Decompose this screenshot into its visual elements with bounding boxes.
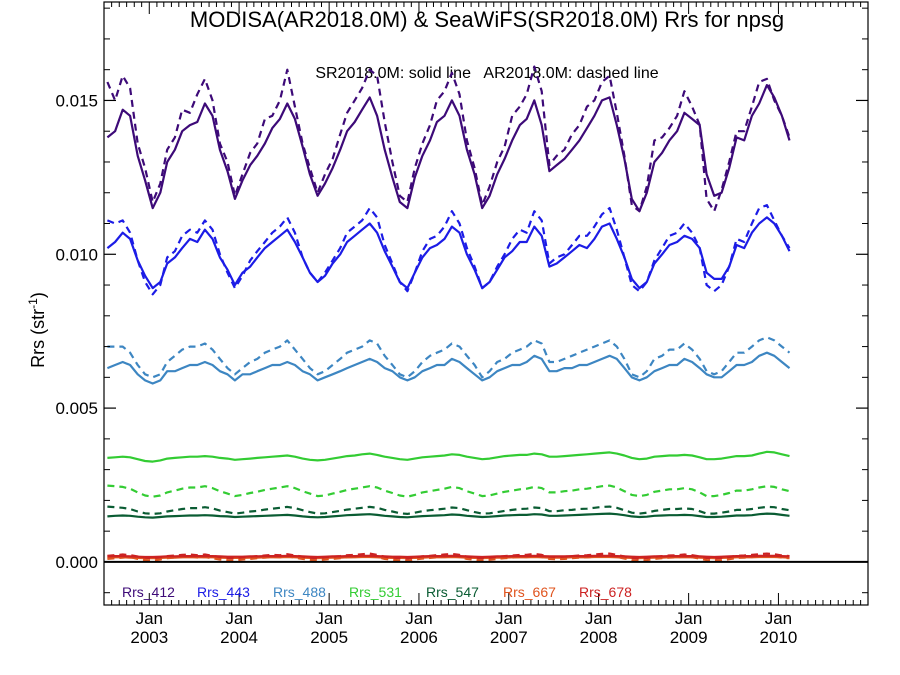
y-axis-label-superscript: -1 (26, 298, 40, 309)
rrs-531-dashed-line (107, 484, 790, 498)
rrs-667-dashed-line (107, 554, 790, 562)
x-tick-year-label: 2008 (580, 628, 618, 647)
y-tick-label: 0.010 (55, 245, 98, 264)
series-layer (106, 65, 791, 562)
plot-frame (103, 1, 869, 606)
y-tick-label: 0.015 (55, 91, 98, 110)
axis-layer: 0.0000.0050.0100.015Jan2003Jan2004Jan200… (55, 2, 868, 647)
x-tick-year-label: 2006 (400, 628, 438, 647)
x-tick-month-label: Jan (225, 609, 252, 628)
rrs-412-dashed-line (106, 65, 791, 213)
rrs-443-dashed-line (106, 204, 791, 296)
x-tick-year-label: 2005 (310, 628, 348, 647)
y-tick-label: 0.000 (55, 553, 98, 572)
rrs-547-solid-line (107, 512, 790, 519)
x-tick-month-label: Jan (315, 609, 342, 628)
rrs-678-solid-line (107, 554, 790, 559)
rrs-531-solid-line (107, 450, 790, 463)
legend-rrs-678: Rrs_678 (579, 584, 632, 600)
rrs-488-dashed-line (107, 336, 791, 379)
legend: Rrs_412 Rrs_443 Rrs_488 Rrs_531 Rrs_547 Rrs_6… (122, 584, 632, 600)
legend-rrs-488: Rrs_488 (273, 584, 326, 600)
rrs-443-solid-line (106, 216, 791, 290)
x-tick-month-label: Jan (675, 609, 702, 628)
x-tick-year-label: 2010 (760, 628, 798, 647)
rrs-678-dashed-line (107, 552, 790, 560)
x-tick-year-label: 2007 (490, 628, 528, 647)
y-axis-label-text: Rrs (str (28, 309, 48, 368)
line-style-note: SR2018.0M: solid line AR2018.0M: dashed … (315, 65, 658, 82)
rrs-547-dashed-line (107, 505, 790, 516)
rrs-488-solid-line (106, 351, 791, 385)
x-tick-month-label: Jan (495, 609, 522, 628)
y-axis-label: Rrs (str-1) (26, 292, 48, 368)
y-axis-label-close: ) (28, 292, 48, 298)
x-tick-year-label: 2009 (670, 628, 708, 647)
legend-rrs-443: Rrs_443 (197, 584, 250, 600)
x-tick-year-label: 2004 (220, 628, 258, 647)
x-tick-year-label: 2003 (130, 628, 168, 647)
chart-title: MODISA(AR2018.0M) & SeaWiFS(SR2018.0M) R… (190, 7, 784, 32)
legend-rrs-531: Rrs_531 (349, 584, 402, 600)
rrs-412-solid-line (106, 83, 791, 213)
legend-rrs-412: Rrs_412 (122, 584, 175, 600)
legend-rrs-547: Rrs_547 (426, 584, 479, 600)
legend-rrs-667: Rrs_667 (503, 584, 556, 600)
x-tick-month-label: Jan (585, 609, 612, 628)
x-tick-month-label: Jan (405, 609, 432, 628)
x-tick-month-label: Jan (136, 609, 163, 628)
y-tick-label: 0.005 (55, 399, 98, 418)
x-tick-month-label: Jan (765, 609, 792, 628)
